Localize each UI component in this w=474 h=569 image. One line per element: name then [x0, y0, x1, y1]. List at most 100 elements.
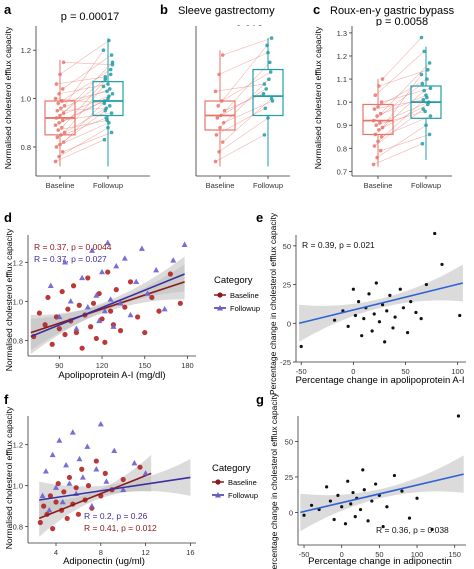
- panel-e-point: [332, 318, 337, 322]
- panel-g-point: [346, 479, 350, 483]
- panel-d-point-baseline: [167, 271, 173, 277]
- panel-d-point-baseline: [88, 324, 94, 330]
- panel-label-c: c: [313, 2, 320, 17]
- panel-b-point-followup: [266, 116, 270, 120]
- panel-a-point-followup: [108, 87, 112, 91]
- panel-d-point-baseline: [105, 269, 111, 275]
- panel-d-point-followup: [79, 274, 86, 281]
- panel-e-point: [351, 287, 355, 291]
- panel-label-g: g: [256, 392, 264, 407]
- panel-f-ylabel: Normalised cholesterol efflux capacity: [4, 406, 14, 549]
- panel-e-point: [377, 320, 382, 324]
- panel-f-point-followup: [56, 437, 63, 443]
- panel-d-ytick-label: 1.2: [13, 258, 23, 267]
- panel-a-point-followup: [109, 53, 114, 57]
- panel-c-ytick-label: 0.9: [337, 121, 347, 130]
- panel-g-point: [430, 527, 434, 532]
- panel-g-point: [407, 516, 412, 520]
- panel-f-ytick-label: 1.0: [13, 482, 23, 491]
- panel-a-point-baseline: [60, 87, 65, 91]
- panel-f-point-followup: [59, 498, 66, 505]
- panel-c-pair-line: [375, 51, 425, 96]
- panel-b-point-followup: [268, 70, 273, 74]
- panel-d-xtick-label: 90: [55, 361, 63, 370]
- panel-d-point-baseline: [90, 300, 97, 306]
- panel-f-xtick-label: 4: [54, 548, 58, 557]
- panel-d-point-baseline: [177, 300, 183, 306]
- panel-a-pair-line: [57, 107, 107, 111]
- panel-d-ytick-label: 1.0: [13, 297, 23, 306]
- panel-g-ylabel: Percentage change in cholesterol efflux …: [269, 392, 279, 569]
- panel-c-point-followup: [420, 141, 425, 146]
- panel-b-point-baseline: [213, 159, 218, 164]
- panel-d-point-baseline: [70, 283, 77, 289]
- panel-label-e: e: [256, 210, 263, 225]
- panel-a-xtick-label: Followup: [93, 181, 123, 190]
- panel-d-point-baseline: [49, 341, 55, 347]
- panel-e-point: [353, 313, 358, 318]
- panel-f-point-baseline: [47, 493, 54, 499]
- panel-d-point-baseline: [73, 329, 80, 336]
- panel-d-point-followup: [47, 282, 54, 288]
- panel-a-point-followup: [108, 104, 112, 108]
- panel-f-point-baseline: [61, 489, 67, 495]
- panel-g-point: [351, 490, 355, 495]
- panel-a-point-baseline: [56, 101, 60, 106]
- panel-a-point-baseline: [53, 96, 58, 101]
- panel-e-point: [409, 299, 413, 304]
- panel-e-point: [346, 324, 350, 328]
- panel-a-point-baseline: [60, 150, 65, 154]
- panel-b-xtick-label: Baseline: [206, 181, 235, 190]
- panel-c-point-baseline: [378, 121, 382, 125]
- panel-d-point-followup: [99, 268, 106, 275]
- panel-c-point-baseline: [371, 162, 376, 167]
- panel-g-point: [400, 489, 404, 493]
- panel-g-point: [361, 468, 365, 472]
- panel-a-ylabel: Normalised cholesterol efflux capacity: [3, 26, 13, 169]
- panel-d-point-baseline: [76, 302, 82, 308]
- panel-a-pair-line: [62, 54, 112, 90]
- panel-e-point: [391, 326, 395, 330]
- panel-d-point-baseline: [79, 345, 85, 351]
- panel-d-point-followup: [104, 239, 111, 246]
- panel-b-pair-line: [223, 100, 273, 124]
- panel-a-point-followup: [101, 84, 106, 89]
- plots: 0.8 1.0 1.2 Baseline Followup Baseline Followu…: [13, 26, 466, 559]
- panel-f-xtick-label: 16: [186, 548, 194, 557]
- panel-f-stat-annotation: R = 0.2, p = 0.26: [84, 511, 148, 521]
- panel-d-ytick-label: 0.8: [13, 336, 23, 345]
- panel-d-point-followup: [121, 255, 128, 261]
- panel-d-point-baseline: [36, 310, 42, 316]
- panel-g-point: [366, 519, 370, 523]
- panel-b-pair-line: [222, 37, 272, 56]
- panel-f-point-followup: [39, 492, 46, 499]
- panel-d-point-followup: [107, 296, 114, 302]
- panel-a-point-baseline: [59, 133, 63, 137]
- panel-b-point-followup: [262, 82, 267, 86]
- panel-c-point-followup: [424, 123, 428, 128]
- legend-d: Category Baseline Followup: [214, 275, 260, 313]
- panel-c-pvalue: p = 0.0058: [376, 16, 428, 28]
- panel-b-point-baseline: [215, 116, 220, 120]
- panel-c-point-baseline: [371, 118, 376, 123]
- panel-d-point-baseline: [96, 290, 102, 297]
- panel-c-pair-line: [376, 111, 426, 126]
- panel-f-point-followup: [42, 468, 49, 474]
- panel-c-ytick-label: 1.0: [337, 98, 347, 107]
- panel-a-point-baseline: [60, 125, 64, 130]
- panel-c-point-followup: [421, 98, 426, 102]
- panel-d-point-baseline: [107, 308, 114, 314]
- panel-a-pair-line: [56, 78, 106, 119]
- panel-f-point-baseline: [85, 483, 92, 489]
- legend-d-followup-label: Followup: [230, 304, 260, 313]
- panel-d-point-baseline: [42, 322, 48, 328]
- panel-c-xtick-label: Followup: [411, 181, 441, 190]
- panel-e-fit-line: [298, 282, 464, 325]
- legend-f-followup-marker: [215, 492, 221, 498]
- panel-d-point-baseline: [113, 287, 119, 293]
- panel-e-point: [419, 317, 423, 321]
- panel-a-point-followup: [106, 125, 110, 130]
- panel-d-point-followup: [96, 317, 103, 324]
- panel-d-point-baseline: [99, 316, 105, 322]
